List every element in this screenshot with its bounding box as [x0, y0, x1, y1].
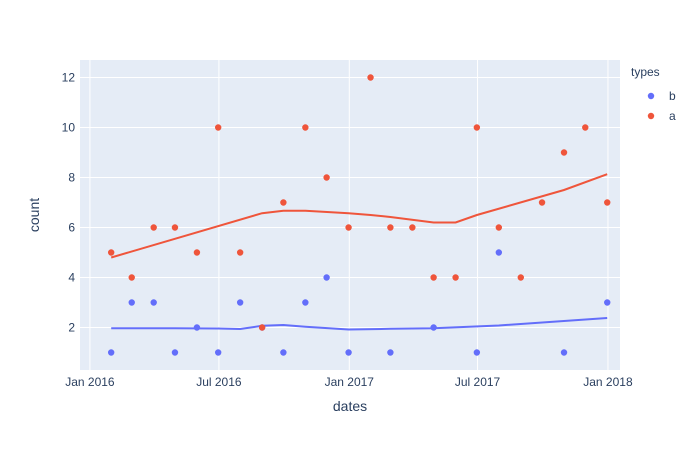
data-point-a: [452, 274, 459, 281]
data-point-b: [473, 349, 481, 356]
x-tick-label: Jan 2016: [65, 375, 115, 389]
legend-label-a: a: [669, 109, 676, 123]
data-point-a: [604, 199, 611, 206]
y-tick-label: 10: [62, 121, 76, 135]
series-b: [107, 249, 611, 356]
data-point-a: [236, 249, 244, 256]
data-point-a: [367, 74, 374, 81]
legend-marker-b: [647, 92, 655, 100]
data-point-a: [495, 224, 503, 231]
data-point-b: [302, 299, 309, 306]
data-point-a: [582, 124, 589, 131]
data-point-a: [345, 224, 352, 231]
x-tick-label: Jan 2018: [583, 375, 633, 389]
x-tick-labels: Jan 2016 Jul 2016 Jan 2017 Jul 2017 Jan 2018: [65, 375, 633, 389]
data-point-b: [495, 249, 503, 256]
data-point-b: [107, 349, 115, 356]
data-point-a: [150, 224, 157, 231]
legend[interactable]: types ba: [631, 65, 676, 123]
data-point-a: [538, 199, 546, 206]
data-point-b: [387, 349, 394, 356]
y-axis-title: count: [26, 198, 42, 232]
data-point-a: [430, 274, 437, 281]
data-point-a: [409, 224, 416, 231]
data-point-a: [560, 149, 568, 156]
data-point-a: [280, 199, 287, 206]
y-tick-label: 6: [68, 221, 75, 235]
data-point-b: [214, 349, 222, 356]
legend-marker-a: [647, 112, 655, 120]
legend-title: types: [631, 65, 660, 79]
data-point-a: [323, 174, 330, 181]
data-point-a: [473, 124, 481, 131]
data-point-b: [280, 349, 287, 356]
data-point-b: [193, 324, 201, 331]
data-point-a: [107, 249, 115, 256]
y-tick-label: 8: [68, 171, 75, 185]
y-tick-label: 4: [68, 271, 75, 285]
data-point-a: [214, 124, 222, 131]
y-tick-label: 2: [68, 321, 75, 335]
data-point-a: [171, 224, 179, 231]
plot-background: [80, 60, 620, 370]
data-point-b: [236, 299, 244, 306]
series-marks: [107, 74, 611, 356]
y-tick-labels: 2 4 6 8 10 12: [62, 71, 76, 335]
data-point-a: [387, 224, 394, 231]
data-point-b: [604, 299, 611, 306]
x-tick-label: Jul 2016: [196, 375, 242, 389]
data-point-b: [560, 349, 568, 356]
data-point-b: [430, 324, 437, 331]
data-point-a: [302, 124, 309, 131]
data-point-b: [323, 274, 330, 281]
trend-line-a: [110, 173, 608, 259]
x-axis-title: dates: [333, 398, 367, 414]
x-tick-label: Jul 2017: [455, 375, 501, 389]
data-point-b: [150, 299, 157, 306]
data-point-b: [171, 349, 179, 356]
trend-line-b: [111, 317, 608, 331]
data-point-b: [345, 349, 352, 356]
x-tick-label: Jan 2017: [325, 375, 375, 389]
legend-label-b: b: [669, 89, 676, 103]
data-point-a: [193, 249, 201, 256]
y-tick-label: 12: [62, 71, 76, 85]
data-point-a: [517, 274, 524, 281]
data-point-b: [128, 299, 135, 306]
series-a: [107, 74, 611, 331]
data-point-a: [258, 324, 266, 331]
data-point-a: [128, 274, 135, 281]
